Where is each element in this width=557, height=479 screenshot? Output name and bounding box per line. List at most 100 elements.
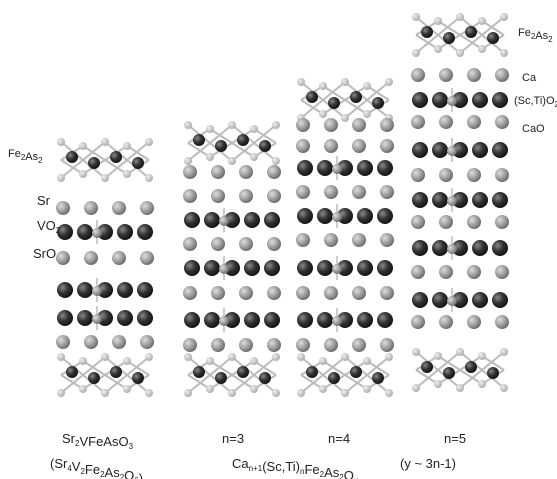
label: VO2 — [37, 218, 61, 235]
bond — [300, 99, 324, 119]
atom — [267, 165, 281, 179]
atom — [421, 361, 433, 373]
atom — [145, 138, 153, 146]
bond — [415, 34, 439, 54]
atom — [297, 353, 305, 361]
atom — [319, 82, 327, 90]
atom — [443, 367, 455, 379]
atom — [472, 192, 488, 208]
atom — [184, 312, 200, 328]
atom — [272, 389, 280, 397]
label-subscript: 4 — [67, 464, 72, 473]
bond — [209, 124, 233, 144]
atom — [228, 389, 236, 397]
atom — [56, 201, 70, 215]
atom — [306, 366, 318, 378]
atom — [206, 153, 214, 161]
bond — [481, 355, 505, 371]
atom — [357, 312, 373, 328]
atom — [183, 165, 197, 179]
label: CaO — [522, 123, 545, 135]
atom — [123, 142, 131, 150]
atom — [324, 233, 338, 247]
atom — [183, 338, 197, 352]
atom — [357, 208, 373, 224]
bond — [415, 34, 439, 50]
atom — [132, 372, 144, 384]
atom — [478, 45, 486, 53]
atom — [211, 165, 225, 179]
bond — [253, 356, 277, 376]
atom — [385, 389, 393, 397]
bond — [187, 374, 211, 394]
atom — [204, 312, 220, 328]
atom — [324, 118, 338, 132]
atom — [272, 157, 280, 165]
atom — [467, 168, 481, 182]
bond — [366, 356, 390, 376]
bond — [126, 360, 150, 376]
atom — [319, 110, 327, 118]
atom — [250, 385, 258, 393]
atom — [478, 352, 486, 360]
label: Ca — [522, 72, 537, 84]
atom — [297, 208, 313, 224]
bond — [300, 99, 324, 115]
atom — [228, 157, 236, 165]
atom — [101, 138, 109, 146]
atom — [385, 78, 393, 86]
bond — [60, 374, 84, 394]
atom — [296, 139, 310, 153]
atom — [267, 189, 281, 203]
bond — [187, 142, 211, 162]
bond — [344, 374, 368, 394]
atom — [487, 367, 499, 379]
atom — [432, 292, 448, 308]
atom — [456, 13, 464, 21]
atom — [341, 114, 349, 122]
atom — [84, 335, 98, 349]
label-text: Ca — [232, 456, 249, 471]
atom — [412, 192, 428, 208]
atom — [137, 224, 153, 240]
atom — [250, 125, 258, 133]
atom — [439, 115, 453, 129]
label-subscript: n — [300, 467, 304, 476]
atom — [140, 201, 154, 215]
label: n=4 — [328, 431, 350, 446]
bond — [253, 360, 277, 376]
atom — [184, 157, 192, 165]
atom — [467, 315, 481, 329]
atom — [110, 151, 122, 163]
label-subscript: 2 — [120, 473, 125, 479]
label: (Sr4V2Fe2As2O6) — [50, 456, 143, 479]
atom — [259, 372, 271, 384]
atom — [66, 366, 78, 378]
atom — [500, 384, 508, 392]
atom — [411, 315, 425, 329]
atom — [332, 212, 342, 222]
atom — [328, 372, 340, 384]
atom — [492, 292, 508, 308]
atom — [380, 286, 394, 300]
label-text: n=5 — [444, 431, 466, 446]
label-text: (Sr — [50, 456, 68, 471]
label-text: (Sc,Ti) — [262, 459, 300, 474]
atom — [363, 82, 371, 90]
bond — [126, 141, 150, 161]
atom — [317, 208, 333, 224]
atom — [264, 260, 280, 276]
label: (y ~ 3n-1) — [400, 456, 456, 471]
atom — [306, 91, 318, 103]
atom — [412, 348, 420, 356]
atom — [350, 366, 362, 378]
atom — [57, 138, 65, 146]
label-text: VFeAsO — [79, 434, 128, 449]
atom — [237, 366, 249, 378]
bond — [459, 369, 483, 385]
label-text: ) — [139, 471, 143, 479]
bond — [104, 159, 128, 175]
label-text: CaO — [522, 123, 545, 135]
atom — [57, 174, 65, 182]
